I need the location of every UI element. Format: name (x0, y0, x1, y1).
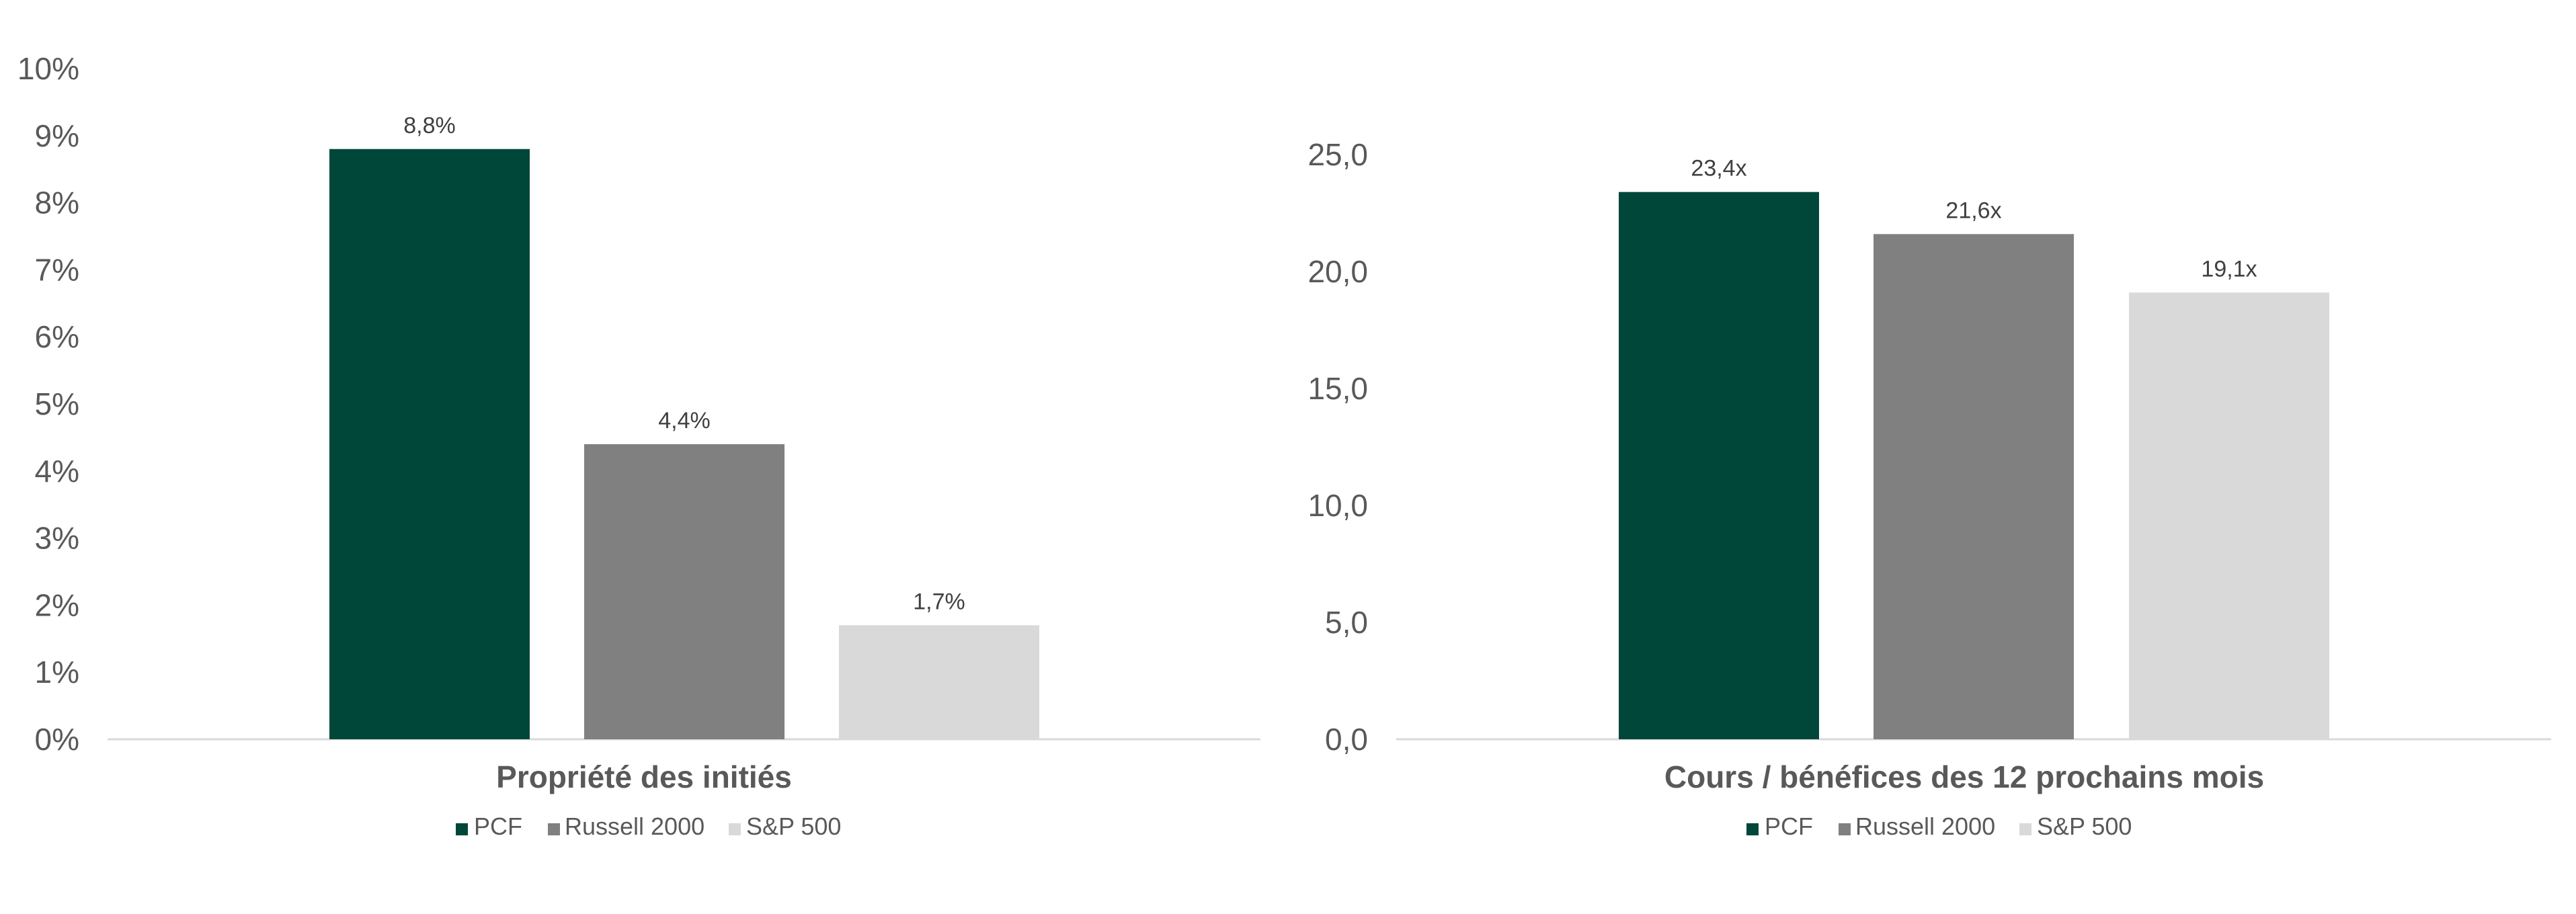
y-tick-label: 7% (35, 252, 79, 287)
forward-pe-chart: 0,0 5,0 10,0 15,0 20,0 25,0 23,4x 21,6x 19,1x Cou… (1307, 137, 2551, 840)
insider-ownership-chart: 0% 1% 2% 3% 4% 5% 6% 7% 8% 9% 10% 8,8% 4,4% 1,7% Propr… (17, 51, 1260, 840)
data-label: 8,8% (403, 113, 456, 138)
y-tick-label: 20,0 (1307, 254, 1368, 289)
data-label: 19,1x (2201, 256, 2257, 282)
y-tick-label: 3% (35, 521, 79, 556)
bar-pcf (1619, 192, 1819, 739)
y-tick-label: 5,0 (1325, 605, 1368, 640)
y-tick-label: 25,0 (1307, 137, 1368, 172)
data-label: 1,7% (913, 589, 965, 614)
bar-pcf (329, 149, 530, 739)
legend-swatch (729, 823, 741, 835)
y-tick-label: 0% (35, 722, 79, 757)
y-tick-label: 9% (35, 118, 79, 153)
legend-label: PCF (1765, 813, 1813, 840)
y-tick-label: 15,0 (1307, 371, 1368, 406)
y-tick-label: 6% (35, 319, 79, 354)
y-tick-label: 10% (17, 51, 79, 86)
bar-russell-2000 (1874, 234, 2074, 739)
y-tick-label: 1% (35, 655, 79, 690)
data-label: 23,4x (1691, 156, 1746, 181)
y-tick-label: 4% (35, 454, 79, 489)
x-axis-title: Propriété des initiés (496, 759, 792, 794)
y-tick-label: 2% (35, 587, 79, 622)
legend-label: PCF (474, 813, 522, 840)
legend-swatch (548, 823, 560, 835)
bar-russell-2000 (584, 444, 784, 739)
y-tick-label: 5% (35, 386, 79, 421)
legend-label: Russell 2000 (565, 813, 705, 840)
legend-swatch (1746, 823, 1759, 835)
data-label: 4,4% (658, 408, 711, 433)
legend-swatch (2019, 823, 2031, 835)
legend-swatch (456, 823, 468, 835)
x-axis-title: Cours / bénéfices des 12 prochains mois (1664, 759, 2264, 794)
bar-s-p-500 (2129, 292, 2329, 739)
bar-s-p-500 (839, 625, 1039, 739)
legend-label: S&P 500 (2037, 813, 2132, 840)
y-tick-label: 8% (35, 185, 79, 220)
y-tick-label: 10,0 (1307, 488, 1368, 523)
data-label: 21,6x (1945, 198, 2001, 223)
legend-label: Russell 2000 (1855, 813, 1995, 840)
legend-swatch (1839, 823, 1851, 835)
y-tick-label: 0,0 (1325, 722, 1368, 757)
legend-label: S&P 500 (746, 813, 841, 840)
